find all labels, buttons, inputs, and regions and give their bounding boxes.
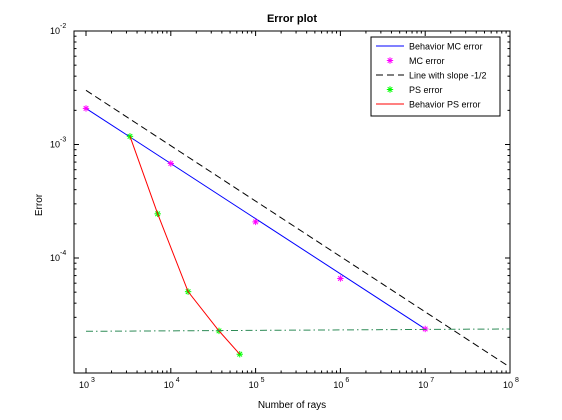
x-tick-exponent: 7 — [430, 377, 434, 384]
y-tick-label: 10 — [50, 26, 60, 36]
legend: Behavior MC error MC error Line with slope… — [370, 36, 501, 117]
marker-stroke — [83, 105, 89, 112]
data-point-mc-error — [337, 275, 344, 282]
chart-title: Error plot — [267, 13, 317, 25]
x-tick-label: 10 — [79, 380, 89, 390]
series-line-reference-line — [85, 328, 511, 332]
legend-marker-mc-error — [386, 57, 394, 64]
y-axis-label: Error — [34, 193, 45, 216]
x-tick-exponent: 3 — [91, 377, 95, 384]
series-line-behavior-ps-error — [129, 136, 241, 355]
y-tick-label: 10 — [50, 253, 60, 263]
data-series — [82, 89, 511, 368]
data-point-mc-error — [82, 105, 90, 112]
x-tick-exponent: 8 — [515, 377, 519, 384]
legend-box — [370, 36, 501, 117]
legend-label-behavior-mc-error: Behavior MC error — [409, 42, 483, 52]
marker-stroke — [252, 219, 259, 225]
data-point-mc-error — [252, 218, 259, 226]
marker-stroke — [337, 275, 344, 282]
series-line-line-with-slope-1-2 — [85, 89, 511, 368]
legend-label-ps-error: PS error — [409, 85, 443, 95]
legend-marker-ps-error — [386, 86, 394, 93]
y-tick-exponent: -4 — [60, 250, 66, 257]
x-axis-label: Number of rays — [258, 400, 326, 411]
legend-label-line-with-slope-1-2: Line with slope -1/2 — [409, 71, 487, 81]
x-tick-label: 10 — [418, 380, 428, 390]
marker-stroke — [387, 86, 393, 93]
x-tick-exponent: 4 — [176, 377, 180, 384]
y-tick-exponent: -3 — [60, 137, 66, 144]
x-tick-label: 10 — [249, 380, 259, 390]
axes-ticks: 10 3 10 4 10 5 10 6 10 7 10 810 -410 -310 -2 — [50, 23, 519, 390]
x-tick-label: 10 — [164, 380, 174, 390]
legend-label-behavior-ps-error: Behavior PS error — [409, 100, 481, 110]
x-tick-exponent: 6 — [345, 377, 349, 384]
data-point-mc-error — [167, 160, 174, 167]
x-tick-label: 10 — [503, 380, 513, 390]
x-tick-exponent: 5 — [261, 377, 265, 384]
marker-stroke — [387, 57, 393, 64]
y-tick-exponent: -2 — [60, 23, 66, 30]
marker-stroke — [168, 160, 174, 167]
legend-label-mc-error: MC error — [409, 56, 445, 66]
series-line-behavior-mc-error — [85, 107, 426, 330]
y-tick-label: 10 — [50, 140, 60, 150]
x-tick-label: 10 — [333, 380, 343, 390]
